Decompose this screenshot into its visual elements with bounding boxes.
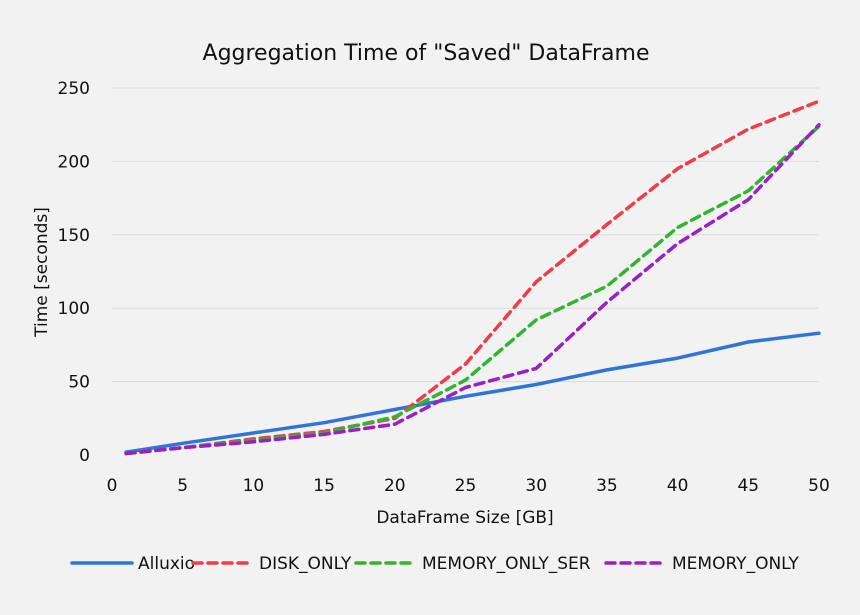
grid: [112, 87, 819, 383]
chart-title: Aggregation Time of "Saved" DataFrame: [203, 41, 650, 66]
y-tick-label: 100: [58, 299, 90, 319]
x-tick-label: 5: [177, 476, 188, 496]
y-tick-label: 0: [79, 446, 90, 466]
x-axis-label: DataFrame Size [GB]: [376, 508, 553, 528]
x-tick-label: 50: [808, 476, 830, 496]
x-tick-label: 35: [596, 476, 618, 496]
series-line-memory-only: [124, 122, 821, 456]
x-tick-label: 15: [313, 476, 335, 496]
y-axis-ticks: 0 50 100 150 200 250: [58, 79, 90, 466]
series-line-memory-only-ser: [124, 124, 821, 456]
x-tick-label: 25: [455, 476, 477, 496]
x-tick-label: 40: [667, 476, 689, 496]
x-tick-label: 45: [737, 476, 759, 496]
legend-label: Alluxio: [138, 554, 195, 574]
y-axis-label: Time [seconds]: [32, 207, 52, 338]
legend-label: DISK_ONLY: [259, 554, 352, 574]
x-axis-ticks: 0 5 10 15 20 25 30 35 40 45 50: [107, 476, 830, 496]
y-tick-label: 250: [58, 79, 90, 99]
legend-label: MEMORY_ONLY: [672, 554, 799, 574]
y-tick-label: 50: [68, 373, 90, 393]
series-line-alluxio: [124, 331, 821, 454]
series-line-disk-only: [124, 99, 821, 456]
x-tick-label: 20: [384, 476, 406, 496]
y-tick-label: 150: [58, 226, 90, 246]
legend-label: MEMORY_ONLY_SER: [422, 554, 591, 574]
series-lines: [124, 99, 821, 456]
legend: Alluxio DISK_ONLY MEMORY_ONLY_SER MEMORY_ON…: [70, 554, 799, 574]
x-tick-label: 0: [107, 476, 118, 496]
y-tick-label: 200: [58, 152, 90, 172]
x-tick-label: 30: [525, 476, 547, 496]
x-tick-label: 10: [243, 476, 265, 496]
